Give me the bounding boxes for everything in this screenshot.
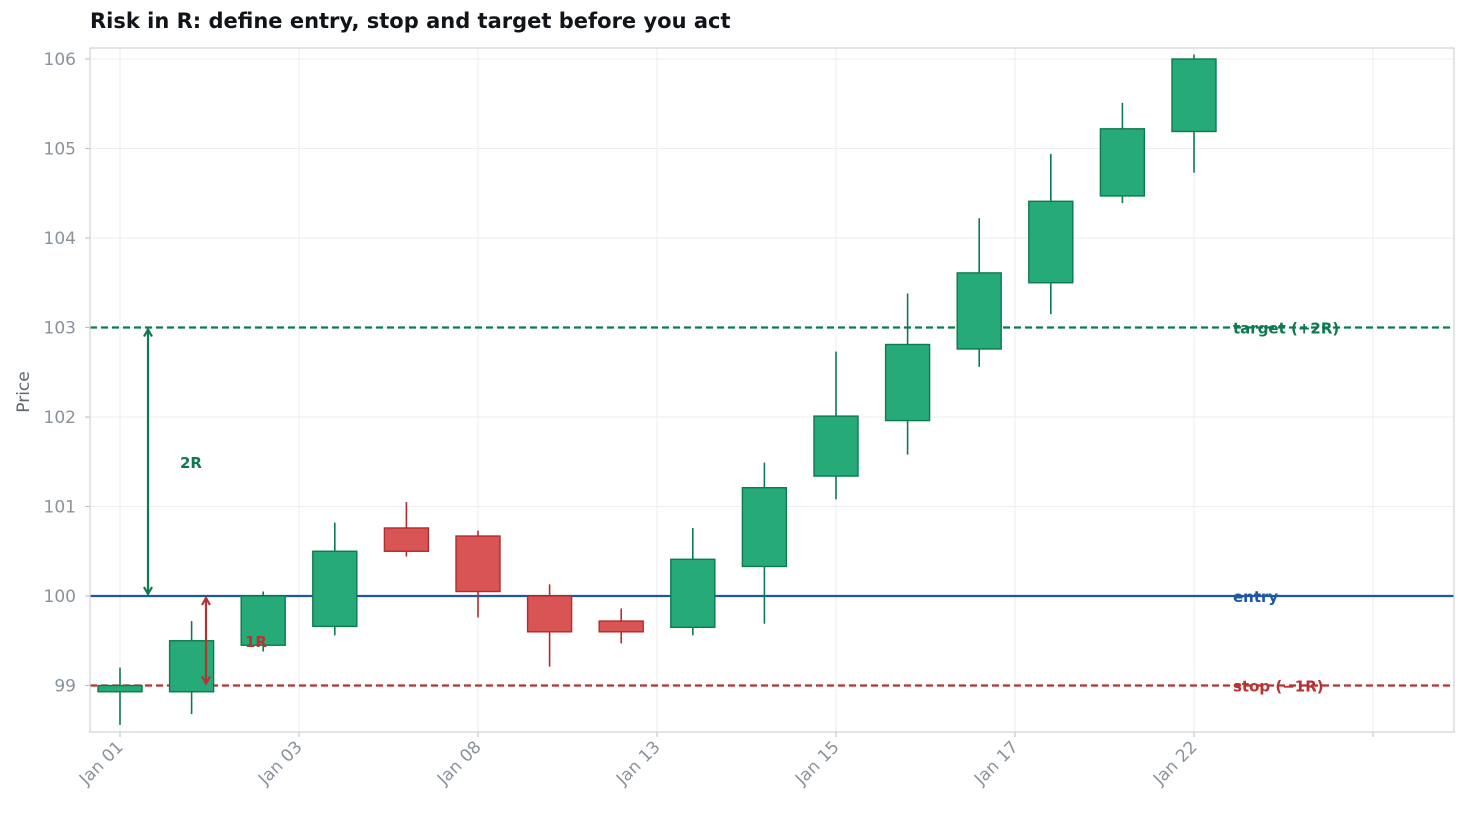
y-tick-label: 106	[44, 50, 76, 70]
reward-arrow-head	[143, 327, 153, 338]
candle-up	[1171, 58, 1217, 133]
candle-down	[598, 620, 644, 633]
y-tick-label: 102	[44, 408, 76, 428]
reward-arrow-head	[143, 586, 153, 597]
risk-reward-arrows	[143, 327, 211, 686]
entry-label: entry	[1233, 588, 1278, 606]
target-label: target (+2R)	[1233, 320, 1339, 338]
x-tick-label: Jan 22	[1149, 737, 1202, 790]
candle-down	[526, 595, 573, 633]
x-tick-label: Jan 15	[791, 737, 844, 790]
chart-title: Risk in R: define entry, stop and target…	[90, 9, 731, 33]
y-tick-label: 99	[54, 677, 76, 697]
x-tick-label: Jan 03	[254, 737, 307, 790]
y-axis-label: Price	[14, 371, 34, 412]
y-tick-label: 100	[44, 587, 76, 607]
candle-up	[741, 487, 788, 568]
candle-up	[1028, 200, 1074, 284]
grid	[90, 48, 1454, 732]
stop-label: stop (−1R)	[1233, 678, 1324, 696]
candle-up	[956, 272, 1002, 350]
y-tick-label: 101	[44, 498, 76, 518]
candle-up	[312, 550, 358, 628]
x-tick-label: Jan 01	[75, 737, 128, 790]
candle-down	[455, 535, 501, 593]
risk-label: 1R	[245, 633, 267, 651]
risk-arrow-head	[201, 675, 211, 686]
reward-label: 2R	[180, 454, 202, 472]
candle-up	[240, 595, 286, 646]
candles	[97, 54, 1217, 725]
candle-down	[383, 527, 430, 552]
level-labels: target (+2R) entry stop (−1R) 2R 1R	[180, 320, 1339, 696]
risk-arrow-head	[201, 595, 211, 606]
y-tick-label: 104	[44, 229, 76, 249]
x-tick-label: Jan 13	[612, 737, 665, 790]
candle-up	[1099, 128, 1146, 197]
candle-up	[813, 415, 859, 477]
candle-up	[97, 684, 143, 693]
candle-up	[884, 343, 931, 422]
x-tick-label: Jan 08	[433, 737, 486, 790]
candle-up	[670, 558, 716, 629]
x-tick-label: Jan 17	[970, 737, 1023, 790]
plot-frame	[89, 47, 1455, 733]
y-tick-label: 103	[44, 319, 76, 339]
y-tick-label: 105	[44, 140, 76, 160]
